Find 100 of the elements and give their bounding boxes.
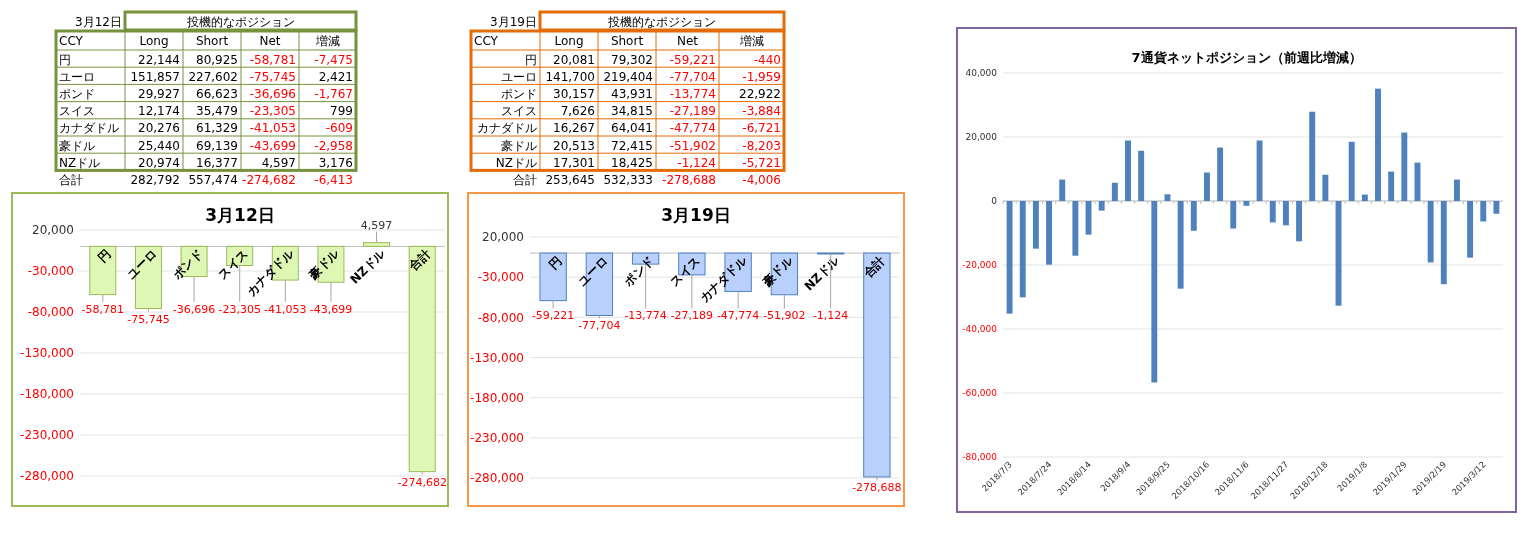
x-tick-label: ユーロ: [575, 253, 611, 289]
y-tick-label: NZドル: [495, 155, 537, 170]
data-label: 282,792: [130, 172, 180, 187]
chart-title: 投機的なポジション: [607, 15, 716, 29]
data-label: -8,203: [742, 138, 781, 153]
data-label: -23,305: [249, 104, 296, 119]
data-label: -13,774: [624, 309, 667, 323]
data-label: 34,815: [611, 104, 653, 119]
data-label: -58,781: [81, 302, 125, 316]
data-label: 22,922: [739, 86, 781, 101]
data-label: -440: [753, 52, 781, 67]
data-label: 219,404: [603, 69, 653, 84]
bar: [1019, 201, 1026, 298]
data-label: -36,696: [249, 86, 296, 101]
y-tick-label: -130,000: [20, 346, 74, 361]
x-tick-label: ポンド: [620, 253, 657, 290]
data-label: 64,041: [611, 121, 653, 136]
y-tick-label: 豪ドル: [59, 138, 95, 153]
bar: [1059, 179, 1066, 201]
data-label: 3,176: [318, 155, 353, 170]
y-axis-title: CCY: [474, 34, 499, 48]
x-tick-label: 増減: [314, 34, 340, 48]
data-label: -23,305: [218, 302, 261, 316]
x-tick-label: Long: [554, 34, 584, 48]
data-label: 557,474: [188, 172, 238, 187]
data-label: 20,276: [138, 121, 180, 136]
bar: [1256, 140, 1263, 201]
data-label: 80,925: [196, 52, 238, 67]
x-tick-label: Short: [195, 34, 229, 48]
y-tick-label: カナダドル: [477, 121, 537, 136]
bar: [1453, 179, 1460, 201]
bar: [1190, 201, 1197, 231]
data-label: 20,513: [553, 138, 595, 153]
data-label: -51,902: [669, 138, 716, 153]
data-label: -47,774: [669, 121, 716, 136]
x-tick-label: スイス: [667, 253, 703, 289]
y-tick-label: カナダドル: [59, 121, 119, 136]
data-label: -59,221: [531, 309, 575, 323]
data-label: 227,602: [188, 69, 238, 84]
bar: [1138, 150, 1145, 201]
data-label: -77,704: [669, 69, 716, 84]
data-label: -278,688: [662, 172, 716, 187]
data-label: -27,189: [669, 104, 716, 119]
x-tick-label: NZドル: [347, 245, 389, 287]
x-tick-label: Long: [139, 34, 169, 48]
data-label: -13,774: [669, 86, 716, 101]
x-tick-label: 合計: [405, 246, 434, 275]
data-label: 20,081: [553, 52, 595, 67]
data-label: -1,124: [677, 155, 716, 170]
bar: [1467, 201, 1474, 258]
data-label: 79,302: [611, 52, 653, 67]
bar: [1125, 140, 1131, 201]
bar: [1401, 132, 1408, 201]
bar: [1282, 201, 1289, 226]
bar: [1296, 201, 1303, 242]
x-tick-label: NZドル: [801, 252, 843, 294]
data-label: 7,626: [560, 104, 595, 119]
y-tick-label: -230,000: [470, 431, 524, 446]
data-label: 151,857: [130, 69, 180, 84]
data-label: 69,139: [196, 138, 238, 153]
data-label: 16,377: [196, 155, 238, 170]
chart-title: 3月12日: [205, 205, 275, 225]
x-tick-label: Short: [610, 34, 644, 48]
y-tick-label: スイス: [501, 104, 537, 119]
bar: [1032, 201, 1039, 249]
data-label: 141,700: [545, 69, 595, 84]
data-label: -36,696: [172, 302, 216, 316]
y-tick-label: -230,000: [20, 428, 74, 443]
y-tick-label: 合計: [59, 172, 83, 187]
y-tick-label: -20,000: [962, 260, 998, 271]
data-label: -2,958: [314, 138, 353, 153]
data-label: 30,157: [553, 86, 595, 101]
y-tick-label: -280,000: [470, 471, 524, 486]
data-label: 29,927: [138, 86, 180, 101]
bar: [1269, 201, 1276, 223]
bar: [1098, 201, 1105, 211]
data-label: -1,124: [812, 309, 849, 323]
y-tick-label: -30,000: [27, 264, 74, 279]
y-tick-label: -180,000: [20, 387, 74, 402]
bar: [1217, 147, 1224, 201]
y-tick-label: 40,000: [965, 68, 998, 79]
y-tick-label: -80,000: [962, 452, 998, 463]
y-tick-label: 円: [59, 52, 71, 67]
data-label: -75,745: [127, 312, 170, 326]
x-tick-label: 円: [95, 246, 114, 266]
chart-subtitle: 3月12日: [75, 15, 122, 29]
y-tick-label: NZドル: [59, 155, 101, 170]
y-tick-label: 20,000: [32, 223, 74, 238]
x-tick-label: ポンド: [169, 246, 206, 283]
data-label: -77,704: [578, 319, 621, 333]
bar: [1006, 201, 1013, 314]
y-axis-title: CCY: [59, 34, 84, 48]
bar: [1375, 88, 1381, 201]
data-label: -43,699: [309, 302, 353, 316]
y-tick-label: -60,000: [962, 388, 998, 399]
chart-title: 投機的なポジション: [185, 15, 295, 29]
data-label: 253,645: [545, 172, 595, 187]
y-tick-label: 0: [991, 196, 998, 207]
bar: [1361, 194, 1368, 201]
data-label: -43,699: [249, 138, 296, 153]
